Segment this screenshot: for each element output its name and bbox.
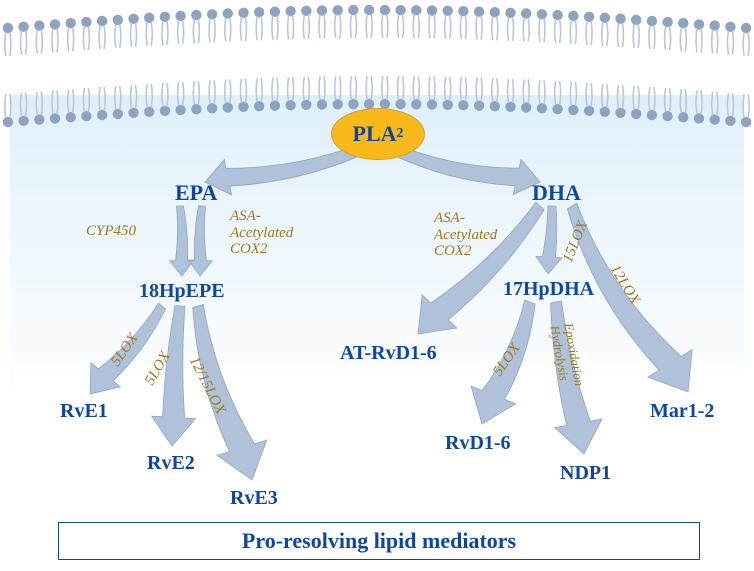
node-17hpdha: 17HpDHA (503, 278, 594, 301)
node-mar: Mar1-2 (650, 400, 714, 423)
footer-label: Pro-resolving lipid mediators (242, 528, 516, 554)
diagram-canvas: PLA2 EPA DHA 18HpEPE 17HpDHA RvE1 RvE2 R… (0, 0, 754, 571)
node-epa: EPA (175, 180, 217, 206)
footer-box: Pro-resolving lipid mediators (58, 522, 700, 560)
node-rve2: RvE2 (147, 452, 195, 475)
node-rve1: RvE1 (60, 400, 108, 423)
enzyme-asa-right: ASA-AcetylatedCOX2 (434, 210, 497, 260)
pla2-label-sub: 2 (397, 126, 404, 142)
node-dha: DHA (532, 180, 581, 206)
node-at-rvd: AT-RvD1-6 (340, 342, 437, 365)
node-18hpepe: 18HpEPE (139, 280, 225, 303)
pla2-label-prefix: PLA (353, 121, 397, 147)
node-rvd: RvD1-6 (445, 432, 511, 455)
node-rve3: RvE3 (230, 487, 278, 510)
pla2-node: PLA2 (331, 108, 425, 160)
node-ndp1: NDP1 (560, 462, 611, 485)
enzyme-asa-left: ASA-AcetylatedCOX2 (230, 208, 293, 258)
enzyme-cyp450: CYP450 (86, 223, 136, 240)
